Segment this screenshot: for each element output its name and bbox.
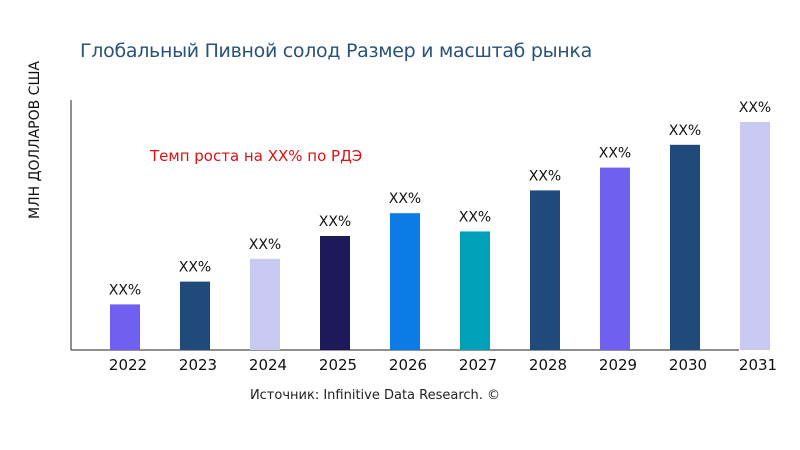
bar-2025 (320, 236, 350, 350)
bar-2022 (110, 304, 140, 350)
data-label-2030: XX% (669, 123, 701, 139)
source-note: Источник: Infinitive Data Research. © (0, 388, 740, 403)
source-text: Источник: Infinitive Data Research. © (249, 388, 501, 403)
bar-2023 (180, 281, 210, 350)
x-tick-label-2028: 2028 (529, 356, 567, 374)
bar-2029 (600, 167, 630, 350)
x-tick-label-2022: 2022 (109, 356, 147, 374)
x-tick-label-2026: 2026 (389, 356, 427, 374)
bar-2026 (390, 213, 420, 350)
data-label-2029: XX% (599, 146, 631, 162)
growth-annotation: Темп роста на XX% по РДЭ (149, 147, 362, 165)
x-tick-label-2027: 2027 (459, 356, 497, 374)
x-tick-label-2024: 2024 (249, 356, 287, 374)
chart-title: Глобальный Пивной солод Размер и масштаб… (80, 40, 592, 62)
data-label-2027: XX% (459, 209, 491, 225)
x-tick-label-2025: 2025 (319, 356, 357, 374)
bar-2028 (530, 190, 560, 350)
data-label-2024: XX% (249, 237, 281, 253)
x-tick-label-2031: 2031 (739, 356, 777, 374)
bar-2027 (460, 231, 490, 350)
x-tick-label-2030: 2030 (669, 356, 707, 374)
data-label-2025: XX% (319, 214, 351, 230)
data-label-2031: XX% (739, 100, 771, 116)
x-tick-label-2023: 2023 (179, 356, 217, 374)
data-label-2022: XX% (109, 282, 141, 298)
data-label-2028: XX% (529, 168, 561, 184)
bar-2024 (250, 258, 280, 350)
bar-2031 (740, 122, 770, 350)
bar-2030 (670, 144, 700, 350)
data-label-2026: XX% (389, 191, 421, 207)
data-label-2023: XX% (179, 260, 211, 276)
x-tick-label-2029: 2029 (599, 356, 637, 374)
